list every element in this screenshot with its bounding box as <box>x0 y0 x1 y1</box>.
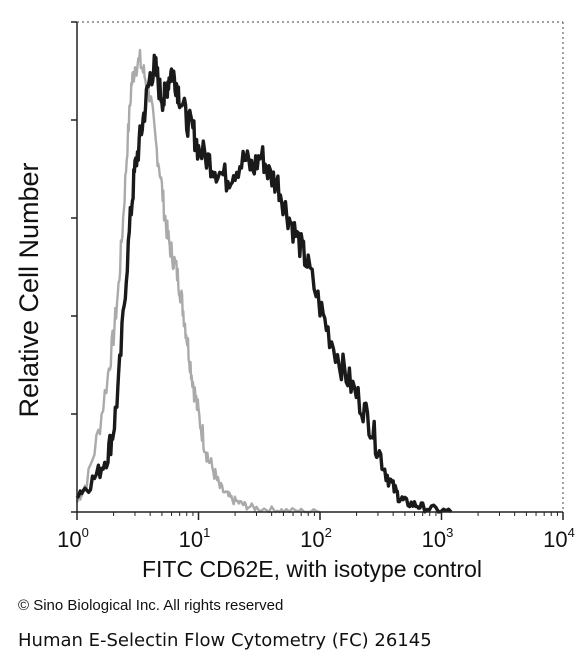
x-tick-label: 100 <box>57 525 89 552</box>
x-tick-label: 102 <box>300 525 332 552</box>
y-axis-label: Relative Cell Number <box>14 162 44 417</box>
series-line-1 <box>75 48 321 514</box>
figure-caption: Human E-Selectin Flow Cytometry (FC) 261… <box>18 630 432 651</box>
series-layer <box>75 48 453 514</box>
x-tick-label: 101 <box>179 525 211 552</box>
ticks-layer: 100 101 102 103 104 <box>57 21 575 552</box>
x-tick-label: 104 <box>543 525 575 552</box>
flow-cytometry-histogram: 100 101 102 103 104 Relative Cell Number FIT… <box>14 21 575 582</box>
x-tick-label: 103 <box>422 525 454 552</box>
x-axis-label: FITC CD62E, with isotype control <box>142 556 482 582</box>
series-line-2 <box>75 53 453 514</box>
copyright-notice: © Sino Biological Inc. All rights reserv… <box>18 597 284 614</box>
